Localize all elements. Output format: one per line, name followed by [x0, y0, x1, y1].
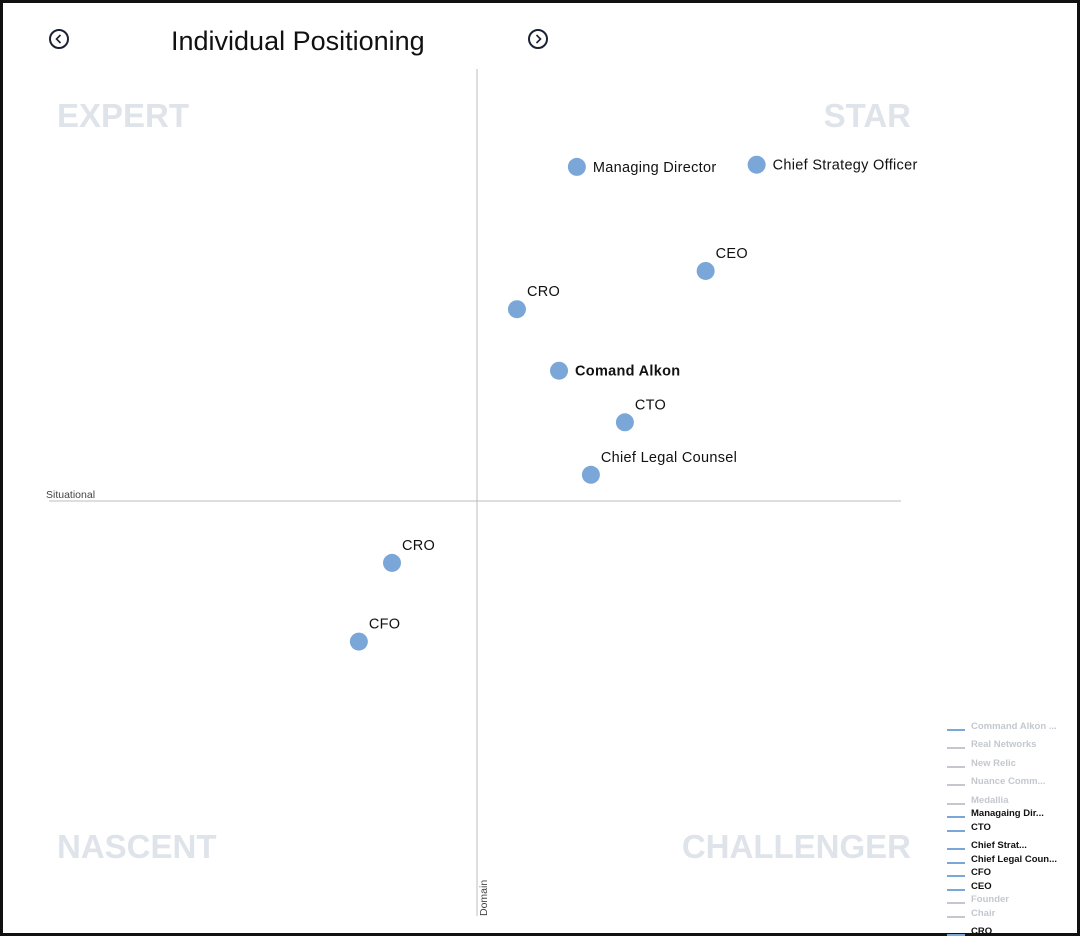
- x-axis-label: Situational: [46, 489, 95, 501]
- legend-swatch: [947, 766, 965, 768]
- legend-label: Command Alkon ...: [971, 720, 1057, 732]
- data-point-cto-5[interactable]: [615, 413, 634, 432]
- data-point-cro-7[interactable]: [383, 553, 401, 572]
- data-point-ceo-2[interactable]: [696, 261, 715, 280]
- point-label-cfo-8: CFO: [369, 617, 401, 633]
- legend-label: Nuance Comm...: [971, 775, 1046, 787]
- legend-item-command-alkon[interactable]: Command Alkon ...: [947, 719, 1057, 733]
- quadrant-label-nascent: NASCENT: [57, 828, 217, 865]
- header: Individual Positioning: [3, 3, 1077, 73]
- quadrant-label-expert: EXPERT: [57, 97, 189, 134]
- legend-item-ceo[interactable]: CEO: [947, 879, 992, 893]
- legend-label: Real Networks: [971, 738, 1037, 750]
- legend-item-cfo[interactable]: CFO: [947, 865, 991, 879]
- prev-button[interactable]: [49, 29, 69, 49]
- data-point-comand-alkon-4[interactable]: [550, 361, 569, 380]
- legend-item-founder[interactable]: Founder: [947, 892, 1009, 906]
- legend-item-chief-strat[interactable]: Chief Strat...: [947, 838, 1027, 852]
- legend-swatch: [947, 816, 965, 818]
- legend-swatch: [947, 934, 965, 936]
- quadrant-label-star: STAR: [824, 97, 912, 134]
- legend-swatch: [947, 875, 965, 877]
- legend-swatch: [947, 889, 965, 891]
- legend-swatch: [947, 916, 965, 918]
- legend-swatch: [947, 784, 965, 786]
- chevron-left-icon: [55, 34, 62, 44]
- point-label-cro-7: CRO: [402, 538, 435, 554]
- point-label-cto-5: CTO: [635, 397, 666, 413]
- data-point-managing-director-0[interactable]: [567, 157, 586, 176]
- legend-swatch: [947, 729, 965, 731]
- point-label-chief-strategy-officer-1: Chief Strategy Officer: [773, 158, 918, 174]
- point-label-ceo-2: CEO: [716, 246, 748, 262]
- legend-label: Chief Strat...: [971, 839, 1027, 851]
- scatter-chart: EXPERT STAR NASCENT CHALLENGER Situational D…: [46, 69, 918, 916]
- point-label-managing-director-0: Managing Director: [593, 160, 717, 176]
- chevron-right-icon: [535, 34, 542, 44]
- y-axis-label: Domain: [478, 880, 490, 916]
- legend-label: CFO: [971, 866, 992, 878]
- legend-label: CEO: [971, 880, 992, 892]
- page-title: Individual Positioning: [171, 26, 425, 56]
- quadrant-label-challenger: CHALLENGER: [682, 828, 911, 865]
- legend-label: CTO: [971, 821, 991, 833]
- legend-label: Managaing Dir...: [971, 807, 1044, 819]
- legend-item-new-relic[interactable]: New Relic: [947, 756, 1016, 770]
- legend-item-medallia[interactable]: Medallia: [947, 793, 1009, 807]
- legend-swatch: [947, 902, 965, 904]
- point-label-comand-alkon-4: Comand Alkon: [575, 364, 680, 380]
- legend-label: Founder: [971, 893, 1009, 905]
- legend-swatch: [947, 848, 965, 850]
- data-point-chief-strategy-officer-1[interactable]: [747, 155, 766, 174]
- legend-item-chair[interactable]: Chair: [947, 906, 995, 920]
- point-label-chief-legal-counsel-6: Chief Legal Counsel: [601, 450, 737, 466]
- legend-item-cto[interactable]: CTO: [947, 820, 991, 834]
- data-point-chief-legal-counsel-6[interactable]: [581, 465, 600, 484]
- legend-label: New Relic: [971, 757, 1016, 769]
- legend-label: Chief Legal Coun...: [971, 853, 1058, 865]
- legend-item-chief-legal-coun[interactable]: Chief Legal Coun...: [947, 852, 1057, 866]
- legend-item-cro[interactable]: CRO: [947, 924, 992, 938]
- legend-swatch: [947, 862, 965, 864]
- legend-label: Chair: [971, 907, 996, 919]
- legend-label: CRO: [971, 925, 993, 937]
- data-point-cro-3[interactable]: [507, 300, 526, 319]
- legend-swatch: [947, 747, 965, 749]
- point-label-cro-3: CRO: [527, 284, 560, 300]
- legend-label: Medallia: [971, 794, 1009, 806]
- legend-item-real-networks[interactable]: Real Networks: [947, 737, 1036, 751]
- legend-swatch: [947, 830, 965, 832]
- legend-swatch: [947, 803, 965, 805]
- next-button[interactable]: [528, 29, 548, 49]
- legend-item-managaing-dir[interactable]: Managaing Dir...: [947, 806, 1044, 820]
- data-point-cfo-8[interactable]: [349, 632, 368, 651]
- legend-item-nuance-comm[interactable]: Nuance Comm...: [947, 774, 1045, 788]
